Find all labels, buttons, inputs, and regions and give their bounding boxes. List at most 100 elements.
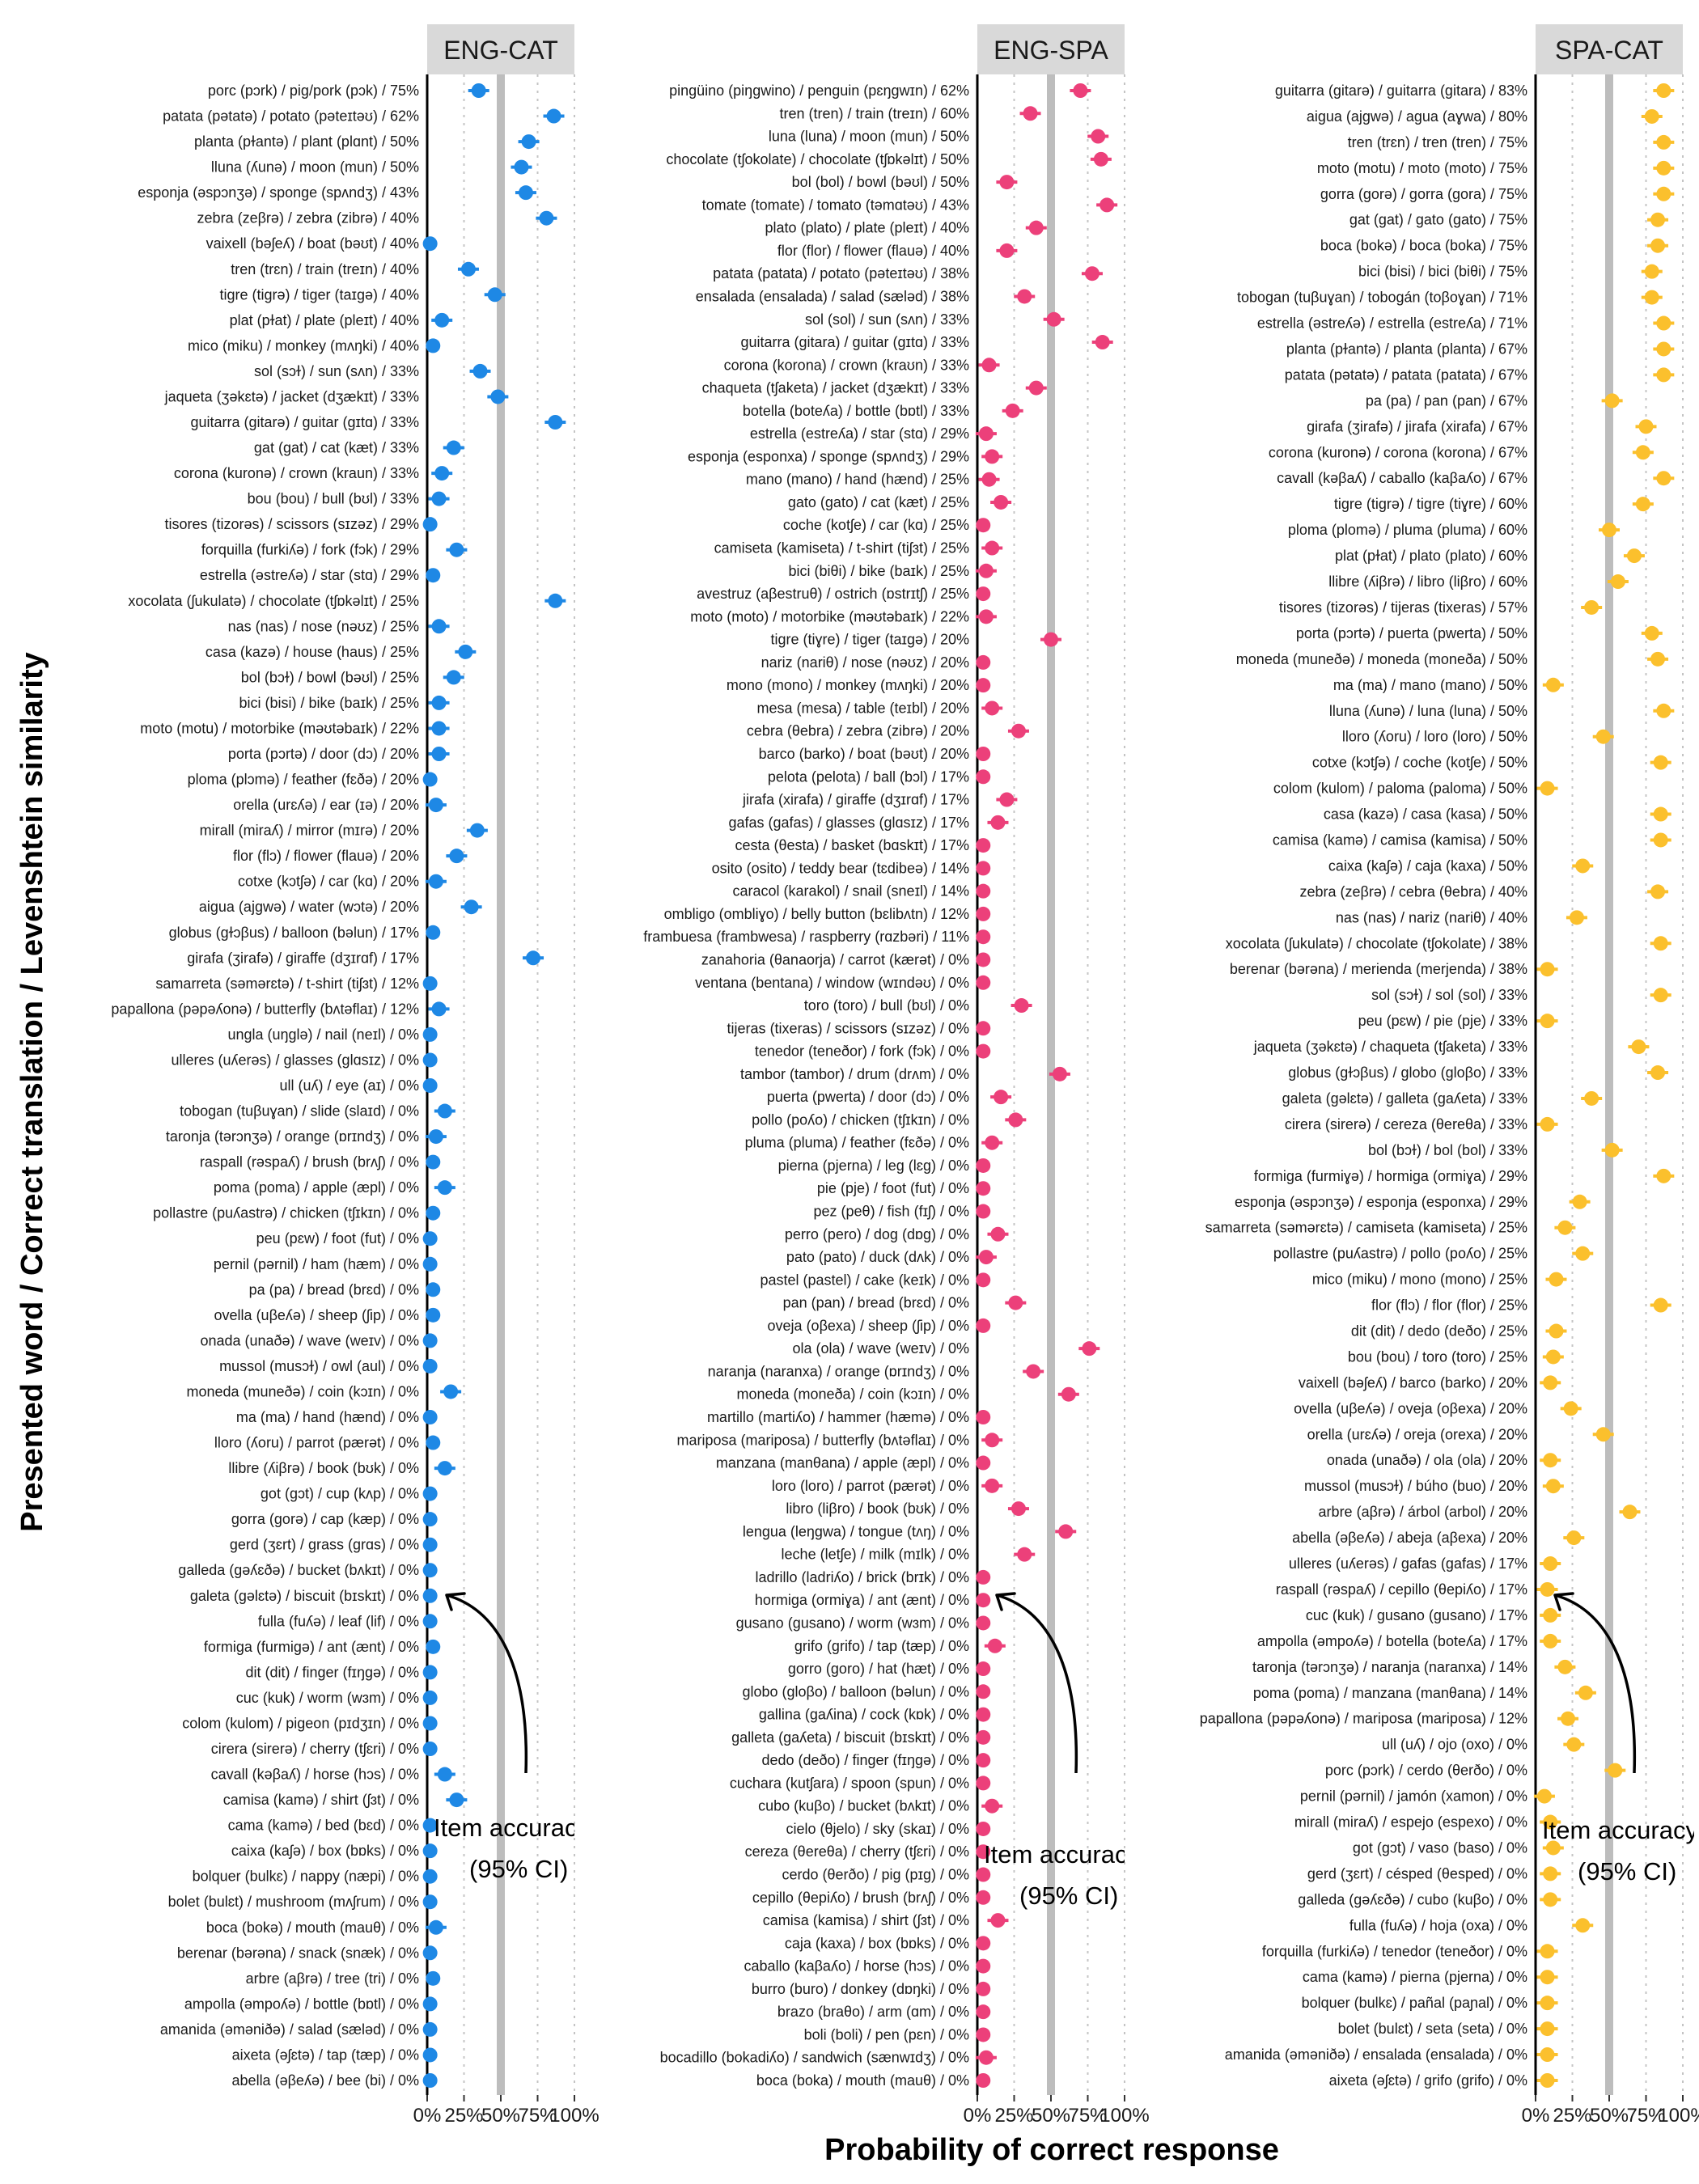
item-label: estrella (estreʎa) / star (stɑ) / 29% (750, 425, 969, 442)
item-label: fulla (fuʎə) / hoja (oxa) / 0% (1349, 1917, 1527, 1933)
data-point (422, 1256, 438, 1272)
item-label: pollo (poʎo) / chicken (tʃɪkɪn) / 0% (752, 1111, 969, 1128)
data-point (976, 1776, 991, 1791)
annotation-text: Item accuracy (95% CI) (434, 1814, 590, 1883)
data-point (1543, 1866, 1558, 1881)
data-point (449, 1792, 464, 1808)
item-label: pez (peθ) / fish (fɪʃ) / 0% (814, 1204, 969, 1220)
item-label: galeta (gəlɛtə) / biscuit (bɪskɪt) / 0% (190, 1588, 419, 1604)
item-label: mirall (miraʎ) / espejo (espexo) / 0% (1294, 1814, 1527, 1831)
item-label: perro (pero) / dog (dɒɡ) / 0% (785, 1226, 969, 1242)
item-label: ampolla (əmpoʎə) / botella (boteʎa) / 17… (1257, 1633, 1527, 1649)
item-label: aigua (ajgwə) / agua (aɣwa) / 80% (1307, 108, 1527, 125)
data-point (990, 1913, 1006, 1928)
data-point (428, 1919, 443, 1935)
data-point (422, 1588, 438, 1603)
x-tick-label: 75% (518, 2105, 557, 2127)
item-label: esponja (əspɔnʒə) / esponja (esponxa) / … (1235, 1194, 1527, 1210)
item-label: tren (tren) / train (treɪn) / 60% (780, 105, 969, 121)
data-point (976, 1729, 991, 1745)
data-point (1563, 1401, 1578, 1416)
data-point (422, 1231, 438, 1246)
x-axis-title: Probability of correct response (824, 2133, 1279, 2167)
item-label: loro (loro) / parrot (pærət) / 0% (772, 1478, 969, 1494)
data-point (1650, 238, 1666, 253)
data-point (978, 609, 994, 624)
item-label: gusano (gusano) / worm (wɜm) / 0% (736, 1615, 969, 1631)
data-point (422, 1716, 438, 1731)
item-label: got (gɔt) / cup (kʌp) / 0% (261, 1486, 419, 1502)
data-point (1610, 574, 1625, 590)
data-point (449, 542, 464, 557)
data-point (1058, 1524, 1074, 1539)
item-label: onada (unaðə) / ola (ola) / 20% (1327, 1452, 1527, 1468)
data-point (976, 518, 991, 533)
data-point (1082, 1341, 1097, 1357)
x-tick-label: 100% (1099, 2105, 1149, 2127)
annotation-arrowhead (445, 1592, 466, 1611)
data-point (437, 1767, 452, 1782)
data-point (422, 1996, 438, 2012)
data-point (976, 838, 991, 853)
item-label: brazo (braθo) / arm (ɑm) / 0% (777, 2004, 969, 2020)
data-point (1028, 220, 1044, 235)
data-point (431, 695, 447, 710)
data-point (446, 670, 461, 685)
data-point (426, 1639, 441, 1654)
panel-title: SPA-CAT (1555, 36, 1663, 65)
data-point (994, 494, 1009, 510)
data-point (976, 586, 991, 602)
data-point (990, 1226, 1006, 1242)
data-point (1595, 729, 1611, 744)
data-point (1543, 1892, 1558, 1907)
data-point (976, 2027, 991, 2042)
item-label: cirera (sirerə) / cherry (tʃɛri) / 0% (211, 1741, 419, 1757)
data-point (1014, 998, 1029, 1014)
item-label: lloro (ʎoru) / loro (loro) / 50% (1342, 729, 1527, 745)
item-label: pollastre (puʎastrə) / chicken (tʃɪkɪn) … (153, 1205, 419, 1221)
data-point (987, 1638, 1002, 1653)
data-point (1540, 1944, 1555, 1959)
item-label: pernil (pərnil) / ham (hæm) / 0% (214, 1256, 419, 1272)
data-point (1540, 962, 1555, 977)
item-label: pluma (pluma) / feather (fɛðə) / 0% (745, 1135, 969, 1151)
data-point (1543, 1607, 1558, 1623)
item-label: gato (gato) / cat (kæt) / 25% (788, 494, 969, 510)
data-point (1656, 1168, 1671, 1183)
item-label: berenar (bərəna) / snack (snæk) / 0% (177, 1945, 419, 1961)
data-point (976, 906, 991, 921)
data-point (1543, 1375, 1558, 1390)
panel-strip (977, 24, 1125, 74)
data-point (422, 1410, 438, 1424)
item-label: llibre (ʎiβrə) / book (bʊk) / 0% (228, 1460, 419, 1476)
data-point (1017, 289, 1032, 304)
data-point (471, 83, 486, 98)
annotation-arrowhead (1553, 1592, 1574, 1611)
data-point (1569, 910, 1584, 925)
data-point (1644, 108, 1659, 124)
item-label: esponja (əspɔnʒə) / sponge (spʌndʒ) / 43… (138, 184, 419, 201)
item-label: corona (kuronə) / crown (kraun) / 33% (174, 465, 419, 481)
data-point (426, 925, 441, 940)
data-point (514, 159, 529, 175)
item-label: forquilla (furkiʎə) / tenedor (teneðor) … (1262, 1943, 1527, 1959)
item-label: libro (liβro) / book (bʊk) / 0% (786, 1500, 969, 1517)
data-point (1095, 335, 1110, 350)
data-point (422, 1026, 438, 1042)
data-point (976, 1204, 991, 1219)
data-point (999, 175, 1015, 190)
data-point (1626, 548, 1642, 564)
data-point (428, 798, 443, 813)
data-point (548, 415, 563, 430)
data-point (981, 358, 997, 373)
data-point (1572, 1194, 1587, 1209)
item-label: ovella (uβeʎə) / sheep (ʃip) / 0% (214, 1307, 419, 1323)
data-point (1549, 1272, 1564, 1287)
item-label: pierna (pjerna) / leg (lɛɡ) / 0% (778, 1158, 969, 1174)
data-point (1549, 1323, 1564, 1339)
data-point (1073, 83, 1088, 98)
item-label: corona (kuronə) / corona (korona) / 67% (1269, 444, 1527, 460)
x-tick-label: 0% (964, 2105, 992, 2127)
annotation-text: Item accuracy (95% CI) (1542, 1816, 1698, 1886)
item-label: pa (pa) / bread (brɛd) / 0% (249, 1281, 419, 1297)
